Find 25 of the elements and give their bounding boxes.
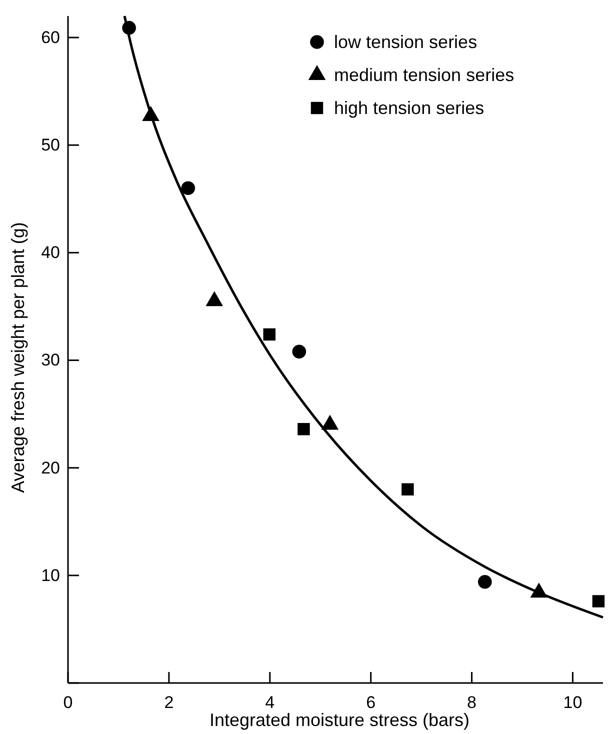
point xyxy=(292,344,306,359)
legend-label: high tension series xyxy=(334,98,484,118)
x-tick-label: 8 xyxy=(467,693,477,712)
y-tick-label: 10 xyxy=(41,566,60,585)
legend-label: low tension series xyxy=(334,32,478,52)
point xyxy=(263,328,276,341)
x-tick-label: 0 xyxy=(63,693,73,712)
x-tick-label: 10 xyxy=(563,693,582,712)
point xyxy=(402,483,414,496)
y-tick-label: 20 xyxy=(41,458,60,478)
y-tick-label: 40 xyxy=(41,243,60,262)
x-tick-label: 6 xyxy=(366,693,376,712)
x-tick-label: 2 xyxy=(164,693,174,712)
y-tick-label: 60 xyxy=(41,28,60,47)
x-tick-label: 4 xyxy=(265,693,275,712)
y-axis-title: Average fresh weight per plant (g) xyxy=(8,222,28,493)
y-tick-label: 30 xyxy=(41,350,60,370)
line-series xyxy=(123,14,604,619)
x-axis-title: Integrated moisture stress (bars) xyxy=(209,710,470,730)
point xyxy=(592,595,605,608)
point xyxy=(298,422,310,436)
point xyxy=(181,181,196,196)
legend-label: medium tension series xyxy=(334,65,514,85)
y-tick-label: 50 xyxy=(41,136,60,155)
point xyxy=(478,574,492,589)
